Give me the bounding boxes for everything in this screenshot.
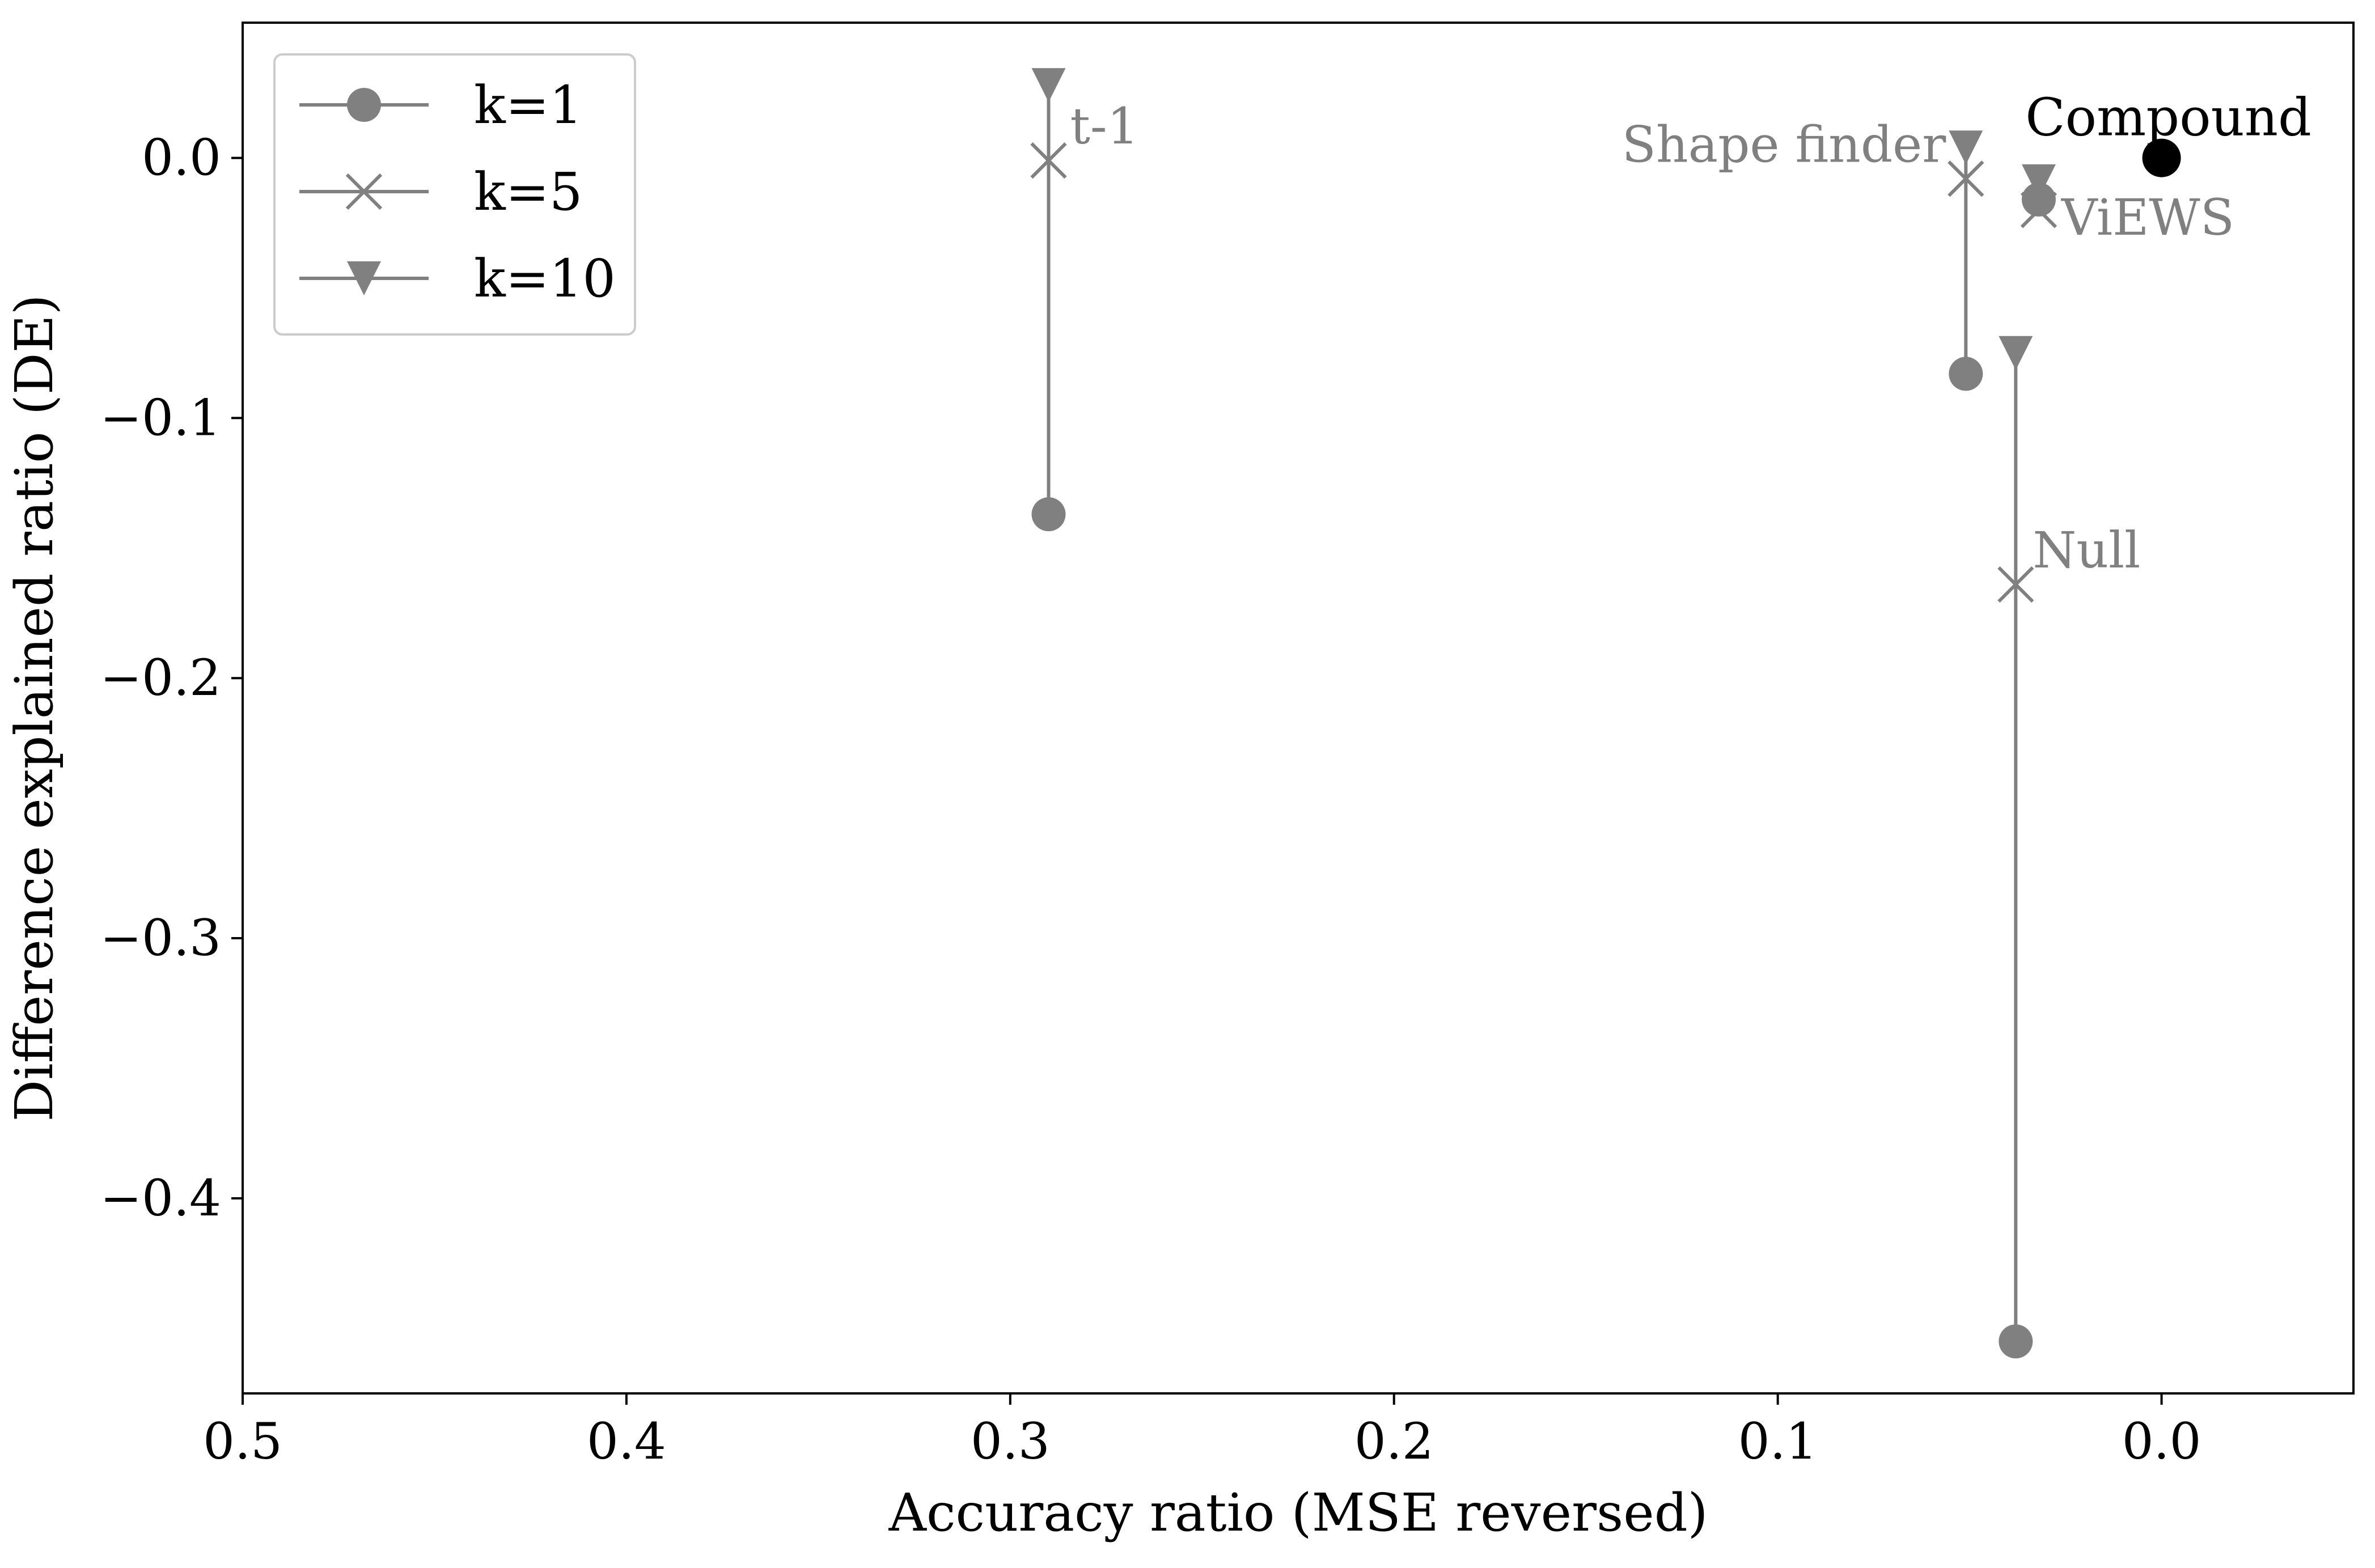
label-views: ViEWS — [2061, 188, 2234, 247]
point-shape-finder-k1 — [1949, 357, 1983, 391]
point-shape-finder-k5 — [1948, 160, 1984, 197]
y-tick-label-1: −0.1 — [100, 388, 221, 447]
plot-frame — [242, 22, 2355, 1395]
point-null-k10 — [1999, 336, 2033, 370]
y-tick-label-0: 0.0 — [142, 129, 221, 187]
point-t-1-k10 — [1031, 68, 1066, 103]
marks-layer: t-1 Shape finder ViEWS Null Compound — [1030, 68, 2312, 1359]
legend-item-k1: k=1 — [299, 75, 582, 135]
point-shape-finder-k5-stroke-b — [1948, 160, 1984, 197]
legend-marker-k1 — [347, 88, 381, 122]
point-views-k5-stroke-b — [2020, 192, 2058, 228]
point-null-k5 — [1997, 566, 2034, 603]
legend-marker-k5-stroke-b — [345, 173, 383, 210]
label-t-1: t-1 — [1070, 97, 1139, 155]
series-views: ViEWS — [2020, 164, 2234, 247]
point-t-1-k5-stroke-b — [1030, 142, 1067, 179]
legend-label-k5: k=5 — [474, 162, 582, 222]
legend: k=1 k=5 k=10 — [273, 53, 636, 336]
series-shape-finder: Shape finder — [1622, 115, 1984, 391]
legend-label-k10: k=10 — [474, 248, 616, 309]
x-tick-label-0: 0.5 — [203, 1412, 282, 1470]
legend-marker-k10 — [347, 261, 381, 295]
y-axis-label: Difference explained ratio (DE) — [4, 294, 65, 1121]
series-t-1: t-1 — [1030, 68, 1139, 532]
x-axis: 0.5 0.4 0.3 0.2 0.1 0.0 — [203, 1393, 2202, 1470]
point-shape-finder-k10 — [1949, 130, 1983, 165]
legend-label-k1: k=1 — [474, 75, 582, 135]
legend-item-k10: k=10 — [299, 248, 616, 309]
series-null: Null — [1997, 336, 2140, 1359]
point-compound — [2142, 138, 2181, 177]
point-t-1-k1 — [1031, 497, 1066, 532]
x-tick-label-1: 0.4 — [587, 1412, 666, 1470]
legend-marker-k5 — [345, 173, 383, 210]
point-t-1-k5 — [1030, 142, 1067, 179]
x-tick-label-3: 0.2 — [1354, 1412, 1434, 1470]
point-views-k5 — [2020, 192, 2058, 228]
x-tick-label-4: 0.1 — [1738, 1412, 1818, 1470]
label-compound: Compound — [2025, 87, 2312, 148]
series-compound: Compound — [2025, 87, 2312, 177]
point-null-k5-stroke-b — [1997, 566, 2034, 603]
point-null-k1 — [1999, 1324, 2033, 1359]
x-axis-label: Accuracy ratio (MSE reversed) — [888, 1482, 1708, 1543]
legend-item-k5: k=5 — [299, 162, 582, 222]
y-tick-label-2: −0.2 — [100, 649, 221, 707]
x-tick-label-2: 0.3 — [971, 1412, 1050, 1470]
point-views-k1 — [2021, 183, 2056, 217]
x-tick-label-5: 0.0 — [2122, 1412, 2202, 1470]
point-views-k10 — [2021, 164, 2056, 198]
y-axis: 0.0 −0.1 −0.2 −0.3 −0.4 — [100, 129, 243, 1227]
label-shape-finder: Shape finder — [1622, 115, 1947, 173]
y-tick-label-4: −0.4 — [100, 1169, 221, 1227]
label-null: Null — [2033, 521, 2140, 579]
y-tick-label-3: −0.3 — [100, 909, 221, 967]
